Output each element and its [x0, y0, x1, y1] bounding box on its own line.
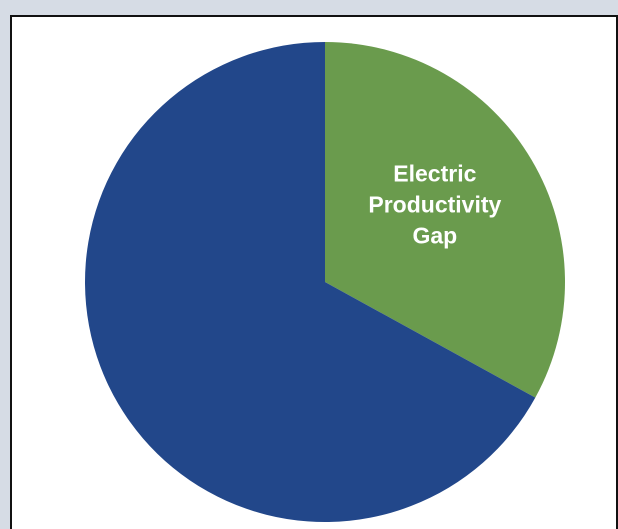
pie-slice-1: [85, 42, 536, 522]
pie-slices: [85, 42, 565, 522]
pie-labels: Electric Productivity Gap: [368, 161, 501, 249]
chart-panel: Electric Productivity Gap: [10, 15, 618, 529]
pie-slice-0: [325, 42, 565, 398]
pie-chart: Electric Productivity Gap: [85, 42, 565, 522]
pie-slice-label-0: Electric Productivity Gap: [368, 161, 501, 249]
